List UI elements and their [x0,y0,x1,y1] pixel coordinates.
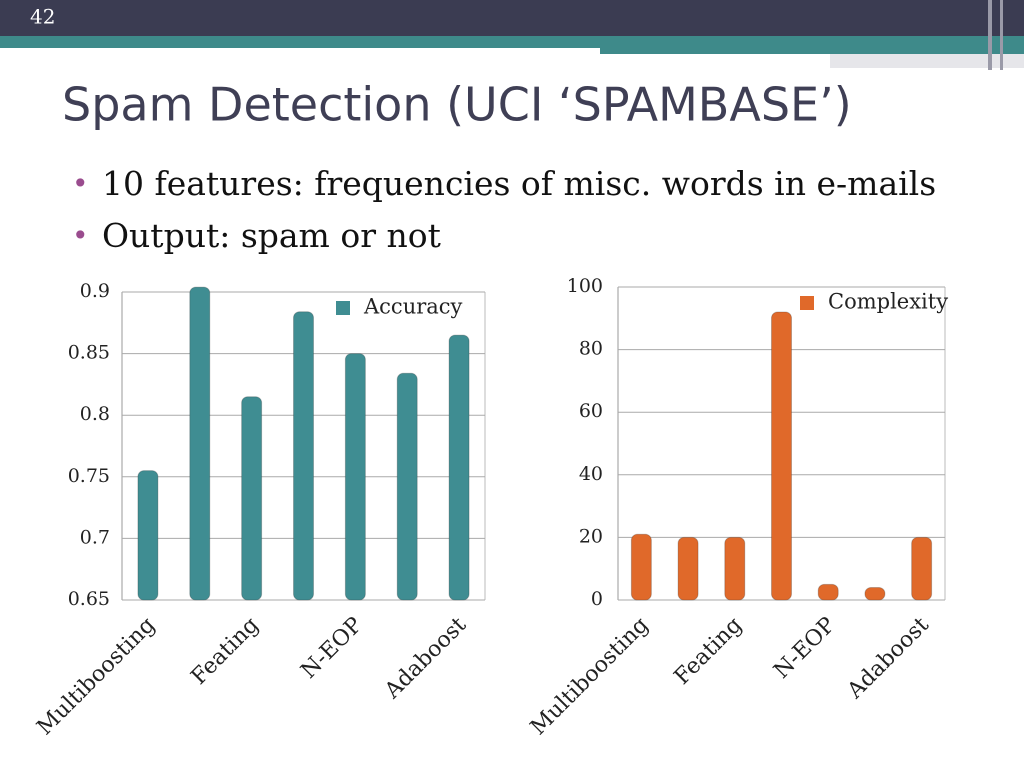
y-tick-label: 0.85 [68,342,110,364]
y-tick-label: 0.65 [68,588,110,610]
bar [241,396,263,601]
x-tick-label: Adaboost [380,612,472,704]
slide-title: Spam Detection (UCI ‘SPAMBASE’) [62,78,852,132]
legend-swatch [800,296,814,310]
legend-swatch [336,301,350,315]
x-tick-label: Multiboosting [526,613,654,741]
bar [911,536,933,601]
y-tick-label: 0.8 [80,403,110,425]
bar [396,372,418,601]
y-tick-label: 0 [591,588,603,610]
legend-label: Accuracy [363,295,463,319]
bar [448,334,470,601]
y-tick-label: 0.75 [68,465,110,487]
bar [344,353,366,601]
header-stripe [0,36,1024,48]
bar [864,586,886,601]
header-line [1000,0,1003,70]
bar [724,536,746,601]
y-tick-label: 0.7 [80,526,110,548]
bar [630,533,652,601]
x-tick-label: Multiboosting [32,613,160,741]
bar [677,536,699,601]
x-tick-label: Feating [187,613,264,690]
y-tick-label: 0.9 [80,280,110,302]
x-tick-label: N-EOP [769,612,840,683]
slide-number: 42 [30,5,55,29]
bullet: 10 features: frequencies of misc. words … [72,162,952,206]
header-bar [0,0,1024,36]
bar [293,311,314,601]
y-tick-label: 20 [579,525,603,547]
bar [771,311,792,601]
y-tick-label: 60 [579,400,603,422]
bullet: Output: spam or not [72,214,952,258]
bullet-list: 10 features: frequencies of misc. words … [72,162,952,266]
header-stripe [830,54,1024,68]
header-stripe [600,48,1024,54]
header-line [988,0,992,70]
bar [817,583,839,601]
x-tick-label: Feating [670,613,747,690]
bar [137,470,159,601]
x-tick-label: N-EOP [296,612,367,683]
bar [189,286,211,601]
x-tick-label: Adaboost [842,612,934,704]
legend-label: Complexity [828,290,948,314]
y-tick-label: 80 [579,338,603,360]
y-tick-label: 40 [579,463,603,485]
y-tick-label: 100 [567,275,603,297]
